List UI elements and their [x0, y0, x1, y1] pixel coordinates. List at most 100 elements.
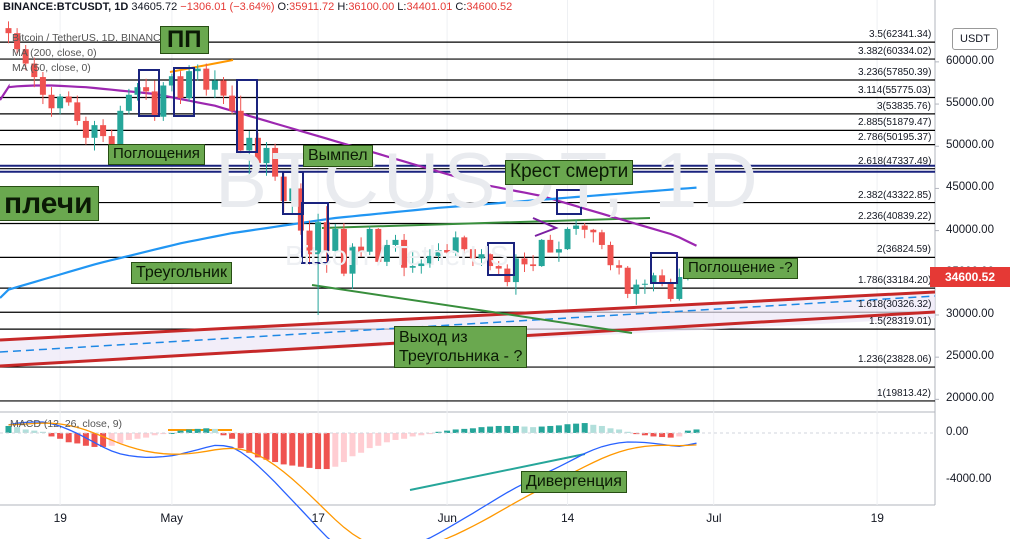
candle-body-22 [194, 68, 201, 72]
annotation-triangle-exit[interactable]: Выход из Треугольника - ? [394, 326, 528, 369]
macd-bar-55 [478, 427, 485, 433]
candle-78 [676, 268, 683, 301]
macd-bar-68 [590, 424, 597, 433]
candle-body-44 [383, 244, 390, 262]
ma200-legend[interactable]: MA (200, close, 0) [12, 47, 97, 59]
price-tick-3: 45000.00 [946, 181, 994, 194]
candle-60 [521, 252, 528, 272]
candle-3 [31, 57, 38, 88]
macd-bar-3 [31, 430, 38, 433]
candle-body-7 [65, 96, 72, 103]
annotation-engulfing[interactable]: Поглощения [108, 144, 205, 165]
series-legend[interactable]: Bitcoin / TetherUS, 1D, BINANCE [12, 32, 168, 44]
annotation-shoulders[interactable]: плечи [0, 186, 99, 221]
macd-bar-33 [289, 432, 296, 466]
annotation-death-cross[interactable]: Крест смерти [505, 160, 634, 185]
candle-40 [349, 243, 356, 289]
candle-24 [211, 70, 218, 99]
macd-bar-42 [366, 432, 373, 449]
annotation-pp[interactable]: ПП [160, 26, 209, 55]
chart-watermark: BTCUSDT, 1D [215, 136, 762, 224]
candle-body-24 [211, 80, 218, 90]
ma50-legend[interactable]: MA (50, close, 0) [12, 62, 91, 74]
candle-17 [151, 80, 158, 121]
candle-15 [134, 82, 141, 101]
macd-bar-35 [306, 432, 313, 468]
macd-bar-1 [14, 427, 21, 433]
open-value: 35911.72 [289, 1, 335, 13]
candle-body-51 [444, 250, 451, 253]
candle-59 [512, 254, 519, 295]
candle-body-37 [323, 222, 330, 251]
candle-body-57 [495, 266, 502, 269]
candle-25 [220, 77, 227, 105]
macd-legend[interactable]: MACD (12, 26, close, 9) [10, 418, 123, 430]
candle-body-13 [117, 110, 124, 148]
candle-body-60 [521, 258, 528, 265]
candle-body-43 [375, 228, 382, 262]
macd-bar-66 [573, 423, 580, 433]
macd-bar-50 [435, 431, 442, 433]
candle-body-8 [74, 102, 81, 121]
macd-bar-34 [297, 432, 304, 467]
high-value: 36100.00 [348, 1, 395, 13]
price-tick-0: 60000.00 [946, 54, 994, 67]
annotation-triangle[interactable]: Треугольник [131, 262, 232, 284]
macd-bar-12 [108, 432, 115, 446]
candle-62 [538, 239, 545, 267]
candle-35 [306, 220, 313, 265]
candle-39 [340, 223, 347, 277]
candle-body-64 [555, 249, 562, 253]
time-tick-4: 14 [561, 511, 575, 525]
chart-watermark-sub: Bitcoin / TetherUS [285, 240, 509, 271]
macd-bar-69 [598, 425, 605, 433]
annotation-engulfing-q[interactable]: Поглощение -? [683, 258, 798, 279]
candle-body-28 [246, 137, 253, 151]
price-tick-7: 25000.00 [946, 350, 994, 363]
macd-bar-7 [65, 432, 72, 443]
candle-64 [555, 241, 562, 262]
macd-line [8, 421, 697, 539]
candle-38 [332, 223, 339, 256]
candle-body-52 [452, 237, 459, 253]
pattern-box-3 [282, 171, 304, 215]
macd-bar-52 [452, 429, 459, 433]
candle-22 [194, 64, 201, 81]
candle-66 [573, 219, 580, 235]
triangle-lower [311, 284, 633, 334]
close-value: 34600.52 [466, 1, 513, 13]
candle-body-34 [297, 188, 304, 231]
macd-bar-62 [538, 426, 545, 433]
candle-body-9 [82, 120, 89, 138]
candle-56 [487, 253, 494, 271]
macd-bar-26 [229, 432, 236, 439]
candle-33 [289, 181, 296, 215]
macd-bar-30 [263, 432, 270, 460]
candle-46 [401, 233, 408, 277]
macd-bar-23 [203, 428, 210, 433]
macd-bar-29 [254, 432, 261, 458]
ma50-line [0, 83, 697, 247]
candle-68 [590, 228, 597, 243]
candle-body-71 [616, 265, 623, 268]
candle-body-2 [22, 49, 29, 64]
candle-53 [461, 235, 468, 255]
annotation-pennant[interactable]: Вымпел [303, 145, 373, 167]
fib-label-0: 3.5(62341.34) [869, 29, 932, 41]
macd-bar-37 [323, 432, 330, 470]
currency-button[interactable]: USDT [952, 28, 998, 50]
candle-7 [65, 91, 72, 106]
candle-body-40 [349, 246, 356, 274]
fib-label-4: 3(53835.76) [877, 100, 931, 112]
candle-body-69 [598, 232, 605, 245]
triangle-upper [321, 217, 651, 229]
fib-label-10: 2(36824.59) [877, 244, 931, 256]
macd-bar-0 [5, 425, 12, 433]
macd-bar-15 [134, 432, 141, 439]
candle-2 [22, 44, 29, 71]
macd-bar-54 [469, 428, 476, 433]
annotation-divergence[interactable]: Дивергенция [521, 471, 627, 493]
candle-26 [229, 85, 236, 115]
candle-body-54 [469, 249, 476, 259]
macd-bar-20 [177, 430, 184, 433]
